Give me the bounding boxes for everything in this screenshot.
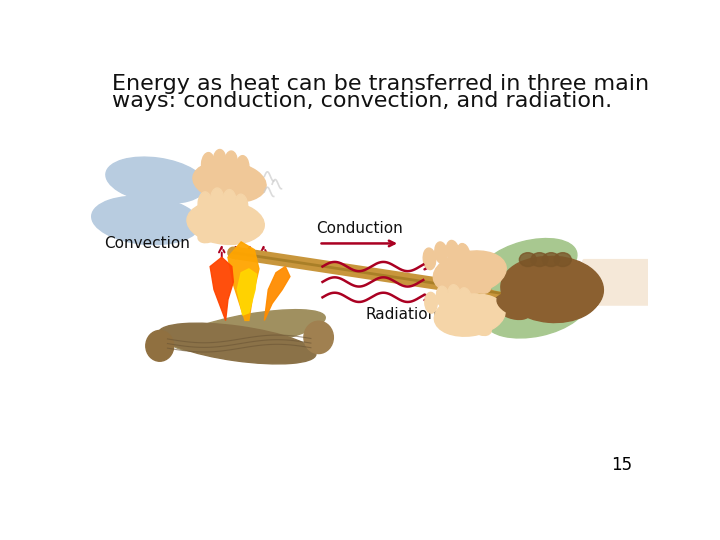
- Ellipse shape: [145, 330, 174, 361]
- Ellipse shape: [448, 285, 461, 306]
- Ellipse shape: [202, 153, 214, 174]
- Ellipse shape: [236, 156, 249, 177]
- Ellipse shape: [435, 242, 447, 264]
- Ellipse shape: [543, 253, 559, 267]
- Ellipse shape: [446, 240, 459, 262]
- Text: Conduction: Conduction: [316, 221, 403, 236]
- Polygon shape: [264, 267, 290, 320]
- Ellipse shape: [210, 188, 224, 211]
- FancyBboxPatch shape: [583, 260, 649, 305]
- Ellipse shape: [507, 256, 603, 320]
- Ellipse shape: [198, 192, 211, 215]
- Ellipse shape: [472, 280, 490, 293]
- Ellipse shape: [158, 323, 316, 364]
- Ellipse shape: [436, 286, 449, 307]
- Polygon shape: [210, 257, 233, 320]
- Ellipse shape: [304, 321, 333, 354]
- Ellipse shape: [457, 244, 470, 265]
- Ellipse shape: [213, 150, 225, 171]
- Ellipse shape: [106, 157, 206, 204]
- Ellipse shape: [423, 248, 436, 269]
- Ellipse shape: [433, 251, 506, 294]
- Ellipse shape: [497, 293, 532, 316]
- Ellipse shape: [501, 256, 601, 322]
- Polygon shape: [228, 242, 259, 320]
- Ellipse shape: [479, 239, 577, 292]
- Ellipse shape: [425, 292, 437, 313]
- Ellipse shape: [494, 295, 531, 320]
- Ellipse shape: [531, 253, 548, 267]
- Text: ways: conduction, convection, and radiation.: ways: conduction, convection, and radiat…: [112, 91, 612, 111]
- Ellipse shape: [193, 161, 266, 202]
- Ellipse shape: [173, 309, 325, 351]
- Ellipse shape: [235, 194, 248, 217]
- Text: Convection: Convection: [104, 236, 190, 251]
- Ellipse shape: [459, 288, 472, 308]
- Polygon shape: [238, 269, 256, 315]
- Text: 15: 15: [611, 456, 632, 475]
- Ellipse shape: [91, 196, 200, 245]
- Ellipse shape: [201, 187, 219, 201]
- Ellipse shape: [554, 253, 571, 267]
- Ellipse shape: [519, 253, 536, 267]
- Text: Energy as heat can be transferred in three main: Energy as heat can be transferred in thr…: [112, 74, 649, 94]
- Text: Radiation: Radiation: [365, 307, 437, 322]
- Ellipse shape: [473, 322, 491, 335]
- Ellipse shape: [223, 190, 236, 213]
- Ellipse shape: [434, 294, 505, 336]
- Ellipse shape: [187, 201, 264, 245]
- Ellipse shape: [225, 151, 238, 173]
- Ellipse shape: [198, 229, 217, 242]
- Ellipse shape: [484, 285, 587, 338]
